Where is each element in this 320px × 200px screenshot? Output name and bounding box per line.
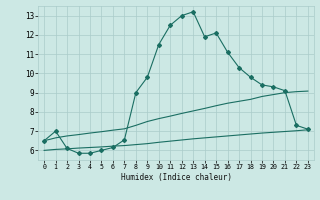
X-axis label: Humidex (Indice chaleur): Humidex (Indice chaleur) (121, 173, 231, 182)
